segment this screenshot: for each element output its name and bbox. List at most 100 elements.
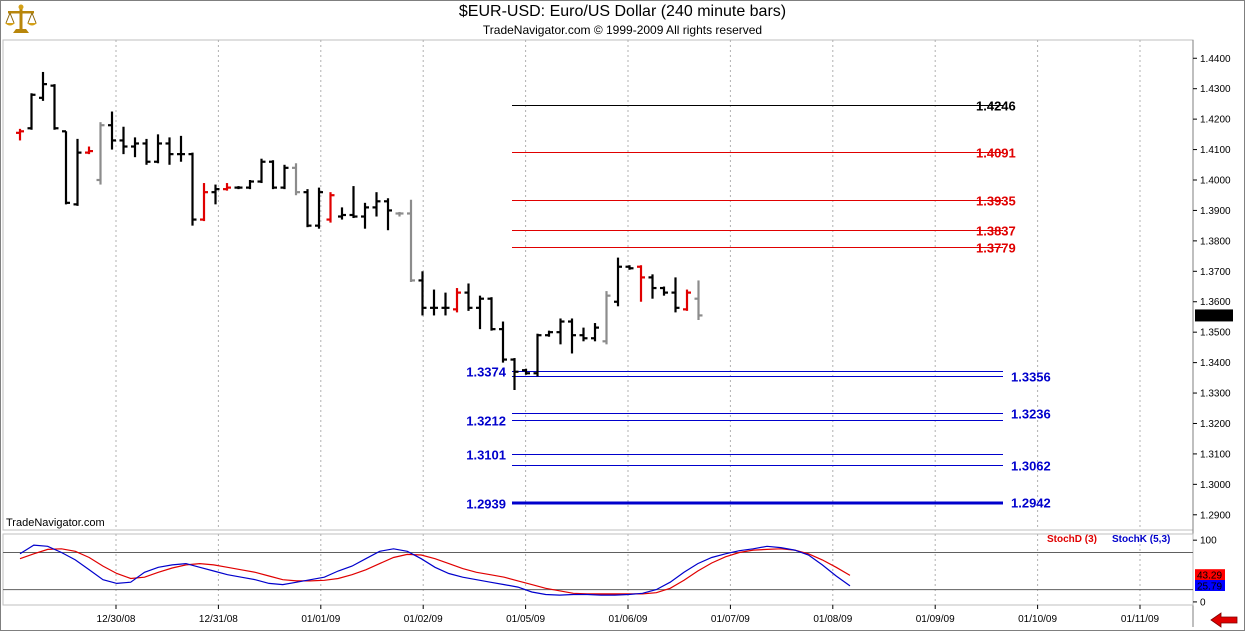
date-label: 12/30/08 bbox=[97, 614, 136, 625]
ohlc-bar bbox=[625, 265, 634, 270]
ohlc-bar bbox=[533, 333, 542, 377]
ohlc-bar bbox=[280, 164, 289, 190]
level-label: 1.4091 bbox=[976, 146, 1016, 161]
price-tick-label: 1.3200 bbox=[1200, 419, 1231, 430]
stochD-value-text: 43.29 bbox=[1197, 571, 1222, 582]
ohlc-bar bbox=[303, 189, 312, 228]
ohlc-bar bbox=[602, 291, 611, 345]
date-label: 01/02/09 bbox=[404, 614, 443, 625]
ohlc-bar bbox=[165, 137, 174, 165]
osc-tick-label: 100 bbox=[1200, 536, 1217, 547]
ohlc-bar bbox=[407, 199, 415, 282]
stochK-value-text: 25.79 bbox=[1197, 581, 1222, 592]
red-left-arrow-icon[interactable] bbox=[1209, 612, 1239, 628]
ohlc-bar bbox=[326, 192, 335, 223]
oscillator-axis: 100 0 bbox=[1193, 536, 1217, 608]
price-tick-label: 1.4000 bbox=[1200, 176, 1231, 187]
ohlc-bar bbox=[464, 283, 473, 311]
level-label: 1.3101 bbox=[466, 448, 506, 463]
price-tick-label: 1.2900 bbox=[1200, 510, 1231, 521]
ohlc-bar bbox=[568, 318, 576, 354]
oscillator-grid bbox=[2, 533, 1194, 606]
ohlc-bar bbox=[441, 292, 450, 316]
price-tick-label: 1.3400 bbox=[1200, 358, 1231, 369]
ohlc-bar bbox=[418, 271, 427, 316]
ohlc-bar bbox=[154, 134, 162, 164]
price-tick-label: 1.4300 bbox=[1200, 84, 1231, 95]
level-label: 1.4246 bbox=[976, 99, 1016, 114]
price-tick-label: 1.3600 bbox=[1200, 297, 1231, 308]
ohlc-bar bbox=[430, 289, 438, 316]
stochD-line bbox=[19, 548, 851, 595]
ohlc-bar bbox=[142, 138, 151, 165]
ohlc-bar bbox=[234, 186, 243, 190]
stochK-value-box bbox=[1195, 579, 1225, 591]
ohlc-bar bbox=[361, 202, 369, 229]
brass-scales-logo-icon bbox=[5, 4, 37, 33]
ohlc-bar bbox=[545, 330, 553, 337]
last-price-tag: 1.3555 bbox=[1195, 309, 1233, 322]
ohlc-bar bbox=[510, 358, 519, 390]
last-price-text: 1.3555 bbox=[1197, 311, 1228, 322]
price-tick-label: 1.3700 bbox=[1200, 267, 1231, 278]
date-label: 01/07/09 bbox=[711, 614, 750, 625]
ohlc-bar bbox=[338, 207, 346, 220]
osc-legend-entry: StochK (5,3) bbox=[1112, 534, 1170, 545]
ohlc-bar bbox=[372, 192, 381, 217]
level-label: 1.3935 bbox=[976, 194, 1016, 209]
level-label: 1.3779 bbox=[976, 241, 1016, 256]
price-tick-label: 1.3800 bbox=[1200, 236, 1231, 247]
ohlc-bar bbox=[384, 198, 392, 231]
last-price-box bbox=[1195, 309, 1233, 322]
level-label: 1.3062 bbox=[1011, 459, 1051, 474]
ohlc-bar bbox=[119, 126, 128, 155]
ohlc-bar bbox=[85, 146, 93, 155]
chart-title: $EUR-USD: Euro/US Dollar (240 minute bar… bbox=[458, 3, 787, 20]
ohlc-bar bbox=[487, 297, 496, 331]
price-panel-frame bbox=[2, 39, 1194, 531]
ohlc-bar bbox=[108, 111, 116, 150]
watermark-text: TradeNavigator.com bbox=[6, 517, 105, 529]
price-axis: 1.4400 1.4300 1.4200 1.4100 1.4000 1.3900 1.38… bbox=[1192, 40, 1231, 627]
ohlc-bar bbox=[188, 152, 197, 226]
price-tick-label: 1.4100 bbox=[1200, 145, 1231, 156]
date-label: 01/11/09 bbox=[1121, 614, 1160, 625]
fibonacci-levels: 1.4246 1.4091 1.3935 1.3837 1.3779 1.3374 1.33… bbox=[466, 99, 1051, 512]
date-label: 01/08/09 bbox=[813, 614, 852, 625]
ohlc-bar bbox=[683, 289, 691, 311]
ohlc-bar bbox=[27, 93, 36, 130]
date-label: 01/09/09 bbox=[916, 614, 955, 625]
level-label: 1.2942 bbox=[1011, 496, 1051, 511]
level-label: 1.3236 bbox=[1011, 407, 1051, 422]
ohlc-bar bbox=[694, 280, 703, 320]
ohlc-bar bbox=[257, 158, 266, 184]
stochastic-lines bbox=[19, 544, 851, 596]
ohlc-bar bbox=[648, 274, 657, 299]
level-label: 1.3374 bbox=[466, 365, 507, 380]
ohlc-bar bbox=[315, 187, 323, 229]
ohlc-bar bbox=[614, 257, 622, 307]
level-label: 1.3837 bbox=[976, 224, 1016, 239]
ohlc-bar bbox=[556, 318, 565, 345]
stochD-value-box bbox=[1195, 569, 1225, 581]
level-label: 1.3212 bbox=[466, 414, 506, 429]
price-grid bbox=[2, 39, 1194, 531]
ohlc-bar bbox=[211, 184, 220, 205]
price-tick-label: 1.3300 bbox=[1200, 389, 1231, 400]
ohlc-bar bbox=[671, 277, 680, 313]
ohlc-bar bbox=[395, 211, 404, 217]
ohlc-bar bbox=[522, 368, 530, 375]
chart-subtitle: TradeNavigator.com © 1999-2009 All right… bbox=[482, 23, 763, 37]
ohlc-bar bbox=[453, 288, 461, 313]
date-axis: 12/30/08 12/31/08 01/01/09 01/02/09 01/05/09… bbox=[97, 605, 1160, 625]
price-tick-label: 1.3900 bbox=[1200, 206, 1231, 217]
date-label: 01/06/09 bbox=[609, 614, 648, 625]
ohlc-bar bbox=[292, 163, 300, 196]
level-label: 1.2939 bbox=[466, 497, 506, 512]
ohlc-bar bbox=[591, 323, 599, 342]
ohlc-bar bbox=[177, 135, 185, 162]
oscillator-panel-frame bbox=[2, 533, 1194, 606]
osc-tick-label: 0 bbox=[1200, 597, 1206, 608]
